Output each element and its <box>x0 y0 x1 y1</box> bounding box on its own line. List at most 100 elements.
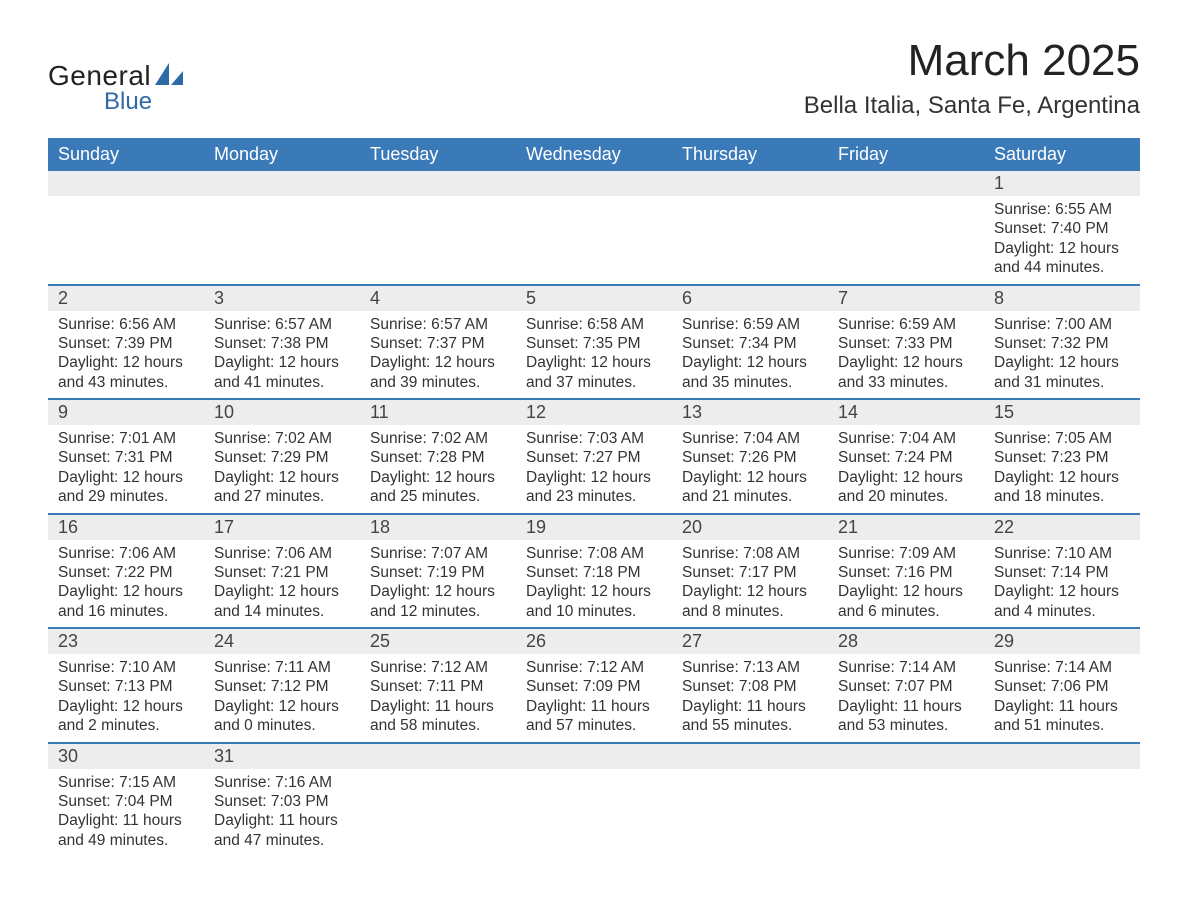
day-cell: Sunrise: 6:57 AMSunset: 7:38 PMDaylight:… <box>204 311 360 400</box>
day2-text: and 58 minutes. <box>370 716 506 735</box>
day-cell <box>828 769 984 857</box>
day2-text: and 10 minutes. <box>526 602 662 621</box>
sunrise-text: Sunrise: 7:06 AM <box>214 544 350 563</box>
day1-text: Daylight: 12 hours <box>526 582 662 601</box>
day-number: 5 <box>516 285 672 311</box>
day2-text: and 12 minutes. <box>370 602 506 621</box>
day-number: 6 <box>672 285 828 311</box>
sunrise-text: Sunrise: 7:08 AM <box>682 544 818 563</box>
daynum-row: 23242526272829 <box>48 628 1140 654</box>
sunrise-text: Sunrise: 6:55 AM <box>994 200 1130 219</box>
day-number: 16 <box>48 514 204 540</box>
sunset-text: Sunset: 7:09 PM <box>526 677 662 696</box>
day2-text: and 37 minutes. <box>526 373 662 392</box>
day-cell: Sunrise: 7:10 AMSunset: 7:14 PMDaylight:… <box>984 540 1140 629</box>
day2-text: and 23 minutes. <box>526 487 662 506</box>
sunrise-text: Sunrise: 7:11 AM <box>214 658 350 677</box>
day-number: 21 <box>828 514 984 540</box>
day1-text: Daylight: 12 hours <box>682 353 818 372</box>
day-info-row: Sunrise: 6:55 AMSunset: 7:40 PMDaylight:… <box>48 196 1140 285</box>
day-number: 29 <box>984 628 1140 654</box>
day-cell: Sunrise: 7:16 AMSunset: 7:03 PMDaylight:… <box>204 769 360 857</box>
day-cell: Sunrise: 7:10 AMSunset: 7:13 PMDaylight:… <box>48 654 204 743</box>
day1-text: Daylight: 11 hours <box>214 811 350 830</box>
sunset-text: Sunset: 7:22 PM <box>58 563 194 582</box>
sunrise-text: Sunrise: 7:01 AM <box>58 429 194 448</box>
sunset-text: Sunset: 7:31 PM <box>58 448 194 467</box>
sunset-text: Sunset: 7:39 PM <box>58 334 194 353</box>
day-number <box>828 743 984 769</box>
sunrise-text: Sunrise: 7:07 AM <box>370 544 506 563</box>
day-cell <box>516 769 672 857</box>
sunrise-text: Sunrise: 6:59 AM <box>682 315 818 334</box>
day-cell: Sunrise: 7:08 AMSunset: 7:18 PMDaylight:… <box>516 540 672 629</box>
day1-text: Daylight: 12 hours <box>370 582 506 601</box>
logo: General Blue <box>48 60 183 116</box>
day2-text: and 55 minutes. <box>682 716 818 735</box>
day2-text: and 0 minutes. <box>214 716 350 735</box>
sunrise-text: Sunrise: 7:04 AM <box>682 429 818 448</box>
sunrise-text: Sunrise: 6:58 AM <box>526 315 662 334</box>
day-number: 3 <box>204 285 360 311</box>
day1-text: Daylight: 12 hours <box>58 468 194 487</box>
day1-text: Daylight: 12 hours <box>526 353 662 372</box>
day-cell: Sunrise: 7:12 AMSunset: 7:09 PMDaylight:… <box>516 654 672 743</box>
day-cell: Sunrise: 6:58 AMSunset: 7:35 PMDaylight:… <box>516 311 672 400</box>
sunset-text: Sunset: 7:32 PM <box>994 334 1130 353</box>
day1-text: Daylight: 12 hours <box>994 468 1130 487</box>
sunrise-text: Sunrise: 7:02 AM <box>370 429 506 448</box>
day1-text: Daylight: 12 hours <box>370 468 506 487</box>
day1-text: Daylight: 12 hours <box>58 582 194 601</box>
day1-text: Daylight: 12 hours <box>838 582 974 601</box>
sunset-text: Sunset: 7:35 PM <box>526 334 662 353</box>
day1-text: Daylight: 12 hours <box>682 582 818 601</box>
day2-text: and 18 minutes. <box>994 487 1130 506</box>
day1-text: Daylight: 12 hours <box>214 353 350 372</box>
daynum-row: 16171819202122 <box>48 514 1140 540</box>
calendar-table: Sunday Monday Tuesday Wednesday Thursday… <box>48 138 1140 856</box>
day-cell <box>360 196 516 285</box>
day2-text: and 2 minutes. <box>58 716 194 735</box>
day-number: 20 <box>672 514 828 540</box>
sunrise-text: Sunrise: 7:14 AM <box>838 658 974 677</box>
sunrise-text: Sunrise: 7:16 AM <box>214 773 350 792</box>
sunrise-text: Sunrise: 7:10 AM <box>994 544 1130 563</box>
day-cell: Sunrise: 6:57 AMSunset: 7:37 PMDaylight:… <box>360 311 516 400</box>
sunset-text: Sunset: 7:07 PM <box>838 677 974 696</box>
day-info-row: Sunrise: 6:56 AMSunset: 7:39 PMDaylight:… <box>48 311 1140 400</box>
day2-text: and 27 minutes. <box>214 487 350 506</box>
day1-text: Daylight: 12 hours <box>58 697 194 716</box>
sunset-text: Sunset: 7:19 PM <box>370 563 506 582</box>
sunrise-text: Sunrise: 7:10 AM <box>58 658 194 677</box>
day-cell: Sunrise: 7:12 AMSunset: 7:11 PMDaylight:… <box>360 654 516 743</box>
day2-text: and 51 minutes. <box>994 716 1130 735</box>
day-cell: Sunrise: 7:07 AMSunset: 7:19 PMDaylight:… <box>360 540 516 629</box>
day-cell: Sunrise: 7:05 AMSunset: 7:23 PMDaylight:… <box>984 425 1140 514</box>
sunrise-text: Sunrise: 7:09 AM <box>838 544 974 563</box>
weekday-header: Friday <box>828 138 984 171</box>
day-cell: Sunrise: 7:04 AMSunset: 7:24 PMDaylight:… <box>828 425 984 514</box>
day-cell <box>204 196 360 285</box>
sunset-text: Sunset: 7:34 PM <box>682 334 818 353</box>
weekday-header: Sunday <box>48 138 204 171</box>
sunset-text: Sunset: 7:16 PM <box>838 563 974 582</box>
day2-text: and 33 minutes. <box>838 373 974 392</box>
day-info-row: Sunrise: 7:15 AMSunset: 7:04 PMDaylight:… <box>48 769 1140 857</box>
day1-text: Daylight: 11 hours <box>526 697 662 716</box>
logo-sail-icon <box>155 63 183 90</box>
day-cell: Sunrise: 7:13 AMSunset: 7:08 PMDaylight:… <box>672 654 828 743</box>
day1-text: Daylight: 12 hours <box>526 468 662 487</box>
day-number: 31 <box>204 743 360 769</box>
day2-text: and 20 minutes. <box>838 487 974 506</box>
sunrise-text: Sunrise: 7:00 AM <box>994 315 1130 334</box>
day-number: 23 <box>48 628 204 654</box>
day-info-row: Sunrise: 7:01 AMSunset: 7:31 PMDaylight:… <box>48 425 1140 514</box>
title-block: March 2025 Bella Italia, Santa Fe, Argen… <box>804 36 1140 120</box>
day-cell <box>672 196 828 285</box>
sunset-text: Sunset: 7:29 PM <box>214 448 350 467</box>
page-subtitle: Bella Italia, Santa Fe, Argentina <box>804 92 1140 120</box>
day-number <box>516 743 672 769</box>
daynum-row: 3031 <box>48 743 1140 769</box>
day-number: 19 <box>516 514 672 540</box>
day-number: 13 <box>672 399 828 425</box>
